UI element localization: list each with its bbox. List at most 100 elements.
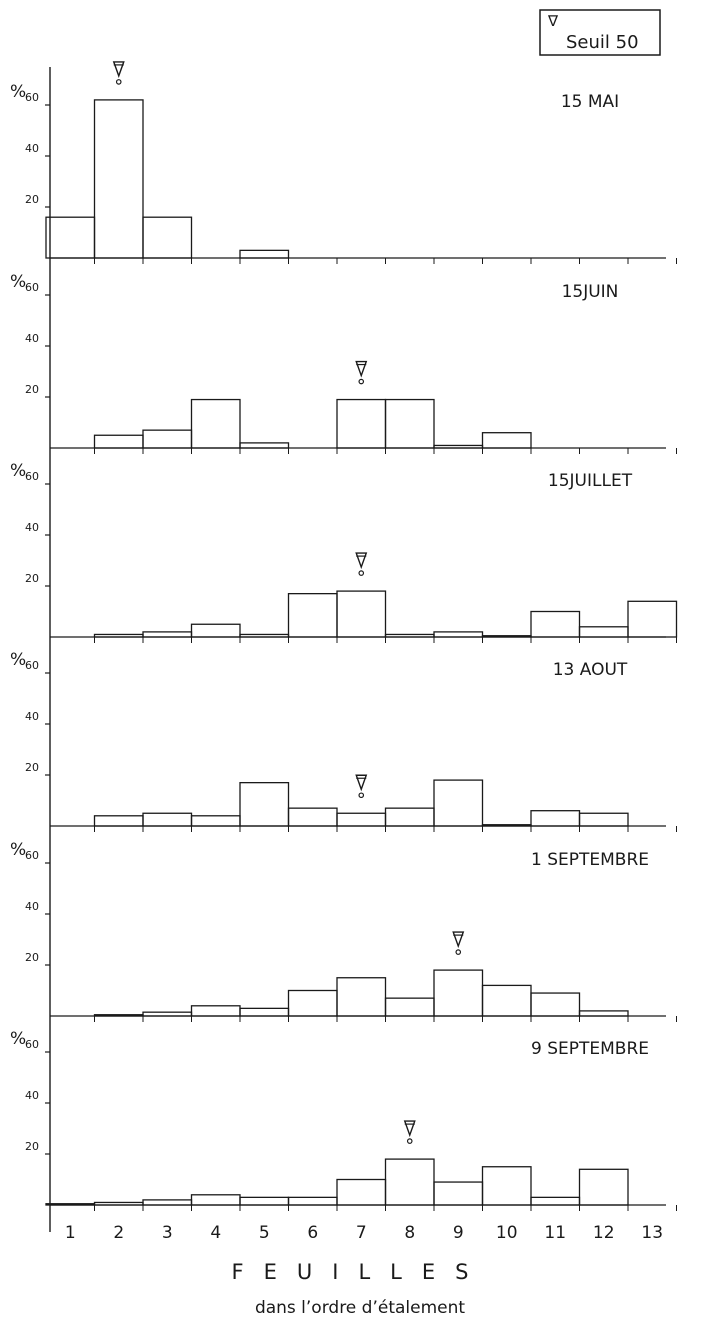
- x-tick-label: 1: [65, 1223, 76, 1243]
- bar: [530, 992, 581, 1017]
- bar: [142, 429, 193, 449]
- bar: [433, 631, 484, 638]
- bar: [433, 969, 484, 1017]
- panel-title: 15 MAI: [561, 92, 619, 112]
- bar: [530, 610, 581, 638]
- y-tick-label: 40: [25, 332, 39, 345]
- y-tick-label: 20: [25, 1140, 39, 1153]
- bar: [190, 623, 241, 638]
- y-tick-label: 60: [25, 281, 39, 294]
- legend-symbol: ∇: [547, 12, 559, 30]
- bar: [239, 782, 290, 827]
- threshold-dot: [115, 79, 122, 85]
- bar: [239, 633, 290, 638]
- y-tick-label: 20: [25, 193, 39, 206]
- bar: [384, 633, 435, 638]
- threshold-marker: [355, 774, 368, 799]
- bar: [627, 600, 678, 638]
- bar: [578, 626, 629, 638]
- x-axis-title: FEUILLES: [231, 1260, 489, 1284]
- bar: [239, 442, 290, 449]
- legend-label: Seuil 50: [566, 32, 639, 53]
- panel-title: 15JUIN: [562, 282, 619, 302]
- x-tick-label: 7: [356, 1223, 367, 1243]
- y-axis-unit: %: [10, 461, 26, 481]
- y-tick-label: 60: [25, 470, 39, 483]
- y-tick-label: 40: [25, 710, 39, 723]
- bar: [93, 633, 144, 638]
- bar: [530, 810, 581, 827]
- panel-title: 9 SEPTEMBRE: [531, 1039, 649, 1059]
- threshold-marker: [403, 1120, 416, 1144]
- bar: [578, 1168, 629, 1206]
- y-tick-label: 40: [25, 142, 39, 155]
- x-tick-label: 3: [162, 1223, 173, 1243]
- y-axis-unit: %: [10, 840, 26, 860]
- bar: [190, 1005, 241, 1017]
- bar: [287, 593, 338, 638]
- bar: [93, 99, 144, 259]
- bar: [45, 216, 96, 259]
- bar: [530, 1196, 581, 1206]
- threshold-dot: [358, 792, 365, 799]
- bar: [336, 590, 387, 638]
- threshold-dot: [358, 570, 365, 576]
- y-axis-unit: %: [10, 272, 26, 292]
- threshold-triangle: [355, 552, 368, 570]
- x-tick-label: 8: [404, 1223, 415, 1243]
- bar: [93, 815, 144, 827]
- bar: [93, 1201, 144, 1206]
- bar: [239, 1196, 290, 1206]
- y-tick-label: 20: [25, 761, 39, 774]
- y-tick-label: 60: [25, 659, 39, 672]
- bar: [287, 1196, 338, 1206]
- bar: [481, 984, 532, 1017]
- panel-1: % 20 40 60 15 MAI: [10, 61, 677, 264]
- x-tick-label: 6: [307, 1223, 318, 1243]
- y-tick-label: 20: [25, 383, 39, 396]
- bar: [433, 779, 484, 827]
- bar: [481, 824, 532, 827]
- bar: [384, 1158, 435, 1206]
- bar: [287, 807, 338, 827]
- bar: [481, 635, 532, 638]
- panel-3: % 20 40 60 15JUILLET: [10, 461, 678, 643]
- bar: [578, 1010, 629, 1017]
- threshold-marker: [452, 931, 465, 955]
- y-axis-unit: %: [10, 650, 26, 670]
- y-axis-unit: %: [10, 1029, 26, 1049]
- panel-4: % 20 40 60 13 AOUT: [10, 650, 677, 832]
- x-tick-label: 2: [113, 1223, 124, 1243]
- bar: [384, 807, 435, 827]
- threshold-marker: [355, 360, 368, 385]
- bar: [93, 1014, 144, 1017]
- bar: [142, 216, 193, 259]
- y-tick-label: 20: [25, 951, 39, 964]
- bar: [190, 1194, 241, 1206]
- bar: [433, 444, 484, 449]
- bar: [336, 977, 387, 1017]
- y-tick-label: 60: [25, 1038, 39, 1051]
- threshold-marker: [112, 61, 125, 85]
- bar: [481, 1166, 532, 1206]
- x-tick-label: 10: [496, 1223, 518, 1243]
- y-tick-label: 40: [25, 900, 39, 913]
- y-tick-label: 40: [25, 1089, 39, 1102]
- legend-frame: [539, 9, 661, 56]
- panel-title: 1 SEPTEMBRE: [531, 850, 649, 870]
- x-tick-label: 9: [453, 1223, 464, 1243]
- bar: [239, 249, 290, 259]
- bar: [287, 989, 338, 1017]
- threshold-triangle: [355, 774, 368, 792]
- bar: [190, 815, 241, 827]
- bar: [336, 812, 387, 827]
- bar: [384, 997, 435, 1017]
- x-tick-label: 5: [259, 1223, 270, 1243]
- bar: [190, 398, 241, 449]
- x-axis-subtitle: dans l’ordre d’étalement: [254, 1298, 466, 1318]
- x-tick-label: 4: [210, 1223, 221, 1243]
- threshold-dot: [455, 949, 462, 955]
- bar: [142, 631, 193, 638]
- bar: [384, 398, 435, 449]
- bar: [142, 1199, 193, 1206]
